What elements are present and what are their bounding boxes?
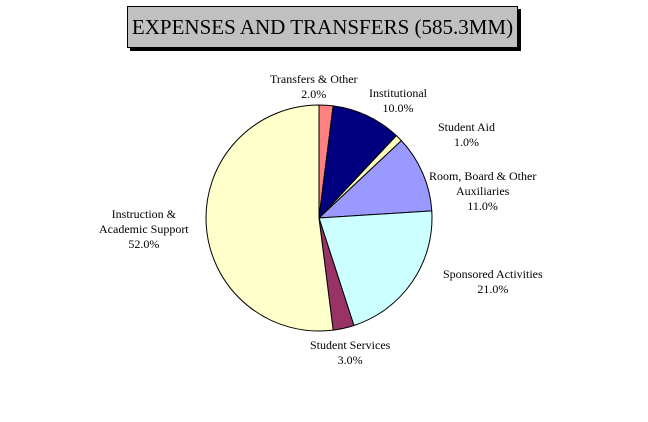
slice-label-name: Institutional — [369, 86, 427, 100]
pie-slice-institutional — [318, 105, 398, 220]
slice-label-name: Student Aid — [438, 120, 496, 134]
slice-label-percent: 21.0% — [477, 282, 509, 296]
slice-label-percent: 11.0% — [467, 199, 498, 213]
slice-label-percent: 10.0% — [382, 101, 414, 115]
pie-slice-sponsored-activities — [318, 210, 433, 327]
slice-label-name: Academic Support — [99, 222, 189, 236]
slice-label-name: Auxiliaries — [456, 184, 510, 198]
slice-label-name: Instruction & — [111, 207, 176, 221]
pie-slice-instruction-academic-support — [205, 104, 334, 332]
slice-label-percent: 1.0% — [454, 135, 479, 149]
chart-title: EXPENSES AND TRANSFERS (585.3MM) — [127, 6, 518, 48]
chart-title-text: EXPENSES AND TRANSFERS (585.3MM) — [131, 14, 514, 39]
slice-label-percent: 3.0% — [337, 353, 363, 367]
slice-label-percent: 52.0% — [128, 237, 160, 251]
slice-label: Sponsored Activities 21.0% — [443, 267, 543, 297]
slice-label-name: Sponsored Activities — [443, 267, 543, 281]
slice-label: Student Aid 1.0% — [438, 120, 495, 150]
slice-label: Student Services 3.0% — [310, 338, 390, 368]
slice-label: Room, Board & Other Auxiliaries 11.0% — [429, 169, 536, 214]
slice-label-name: Transfers & Other — [270, 72, 358, 86]
slice-label-percent: 2.0% — [301, 87, 327, 101]
slice-label-name: Student Services — [310, 338, 391, 352]
slice-label: Instruction & Academic Support 52.0% — [99, 207, 189, 252]
pie-slice-room-board-other-auxiliaries — [317, 139, 433, 219]
slice-label: Transfers & Other 2.0% — [270, 72, 358, 102]
slice-label-name: Room, Board & Other — [429, 169, 537, 183]
slice-label: Institutional 10.0% — [369, 86, 427, 116]
